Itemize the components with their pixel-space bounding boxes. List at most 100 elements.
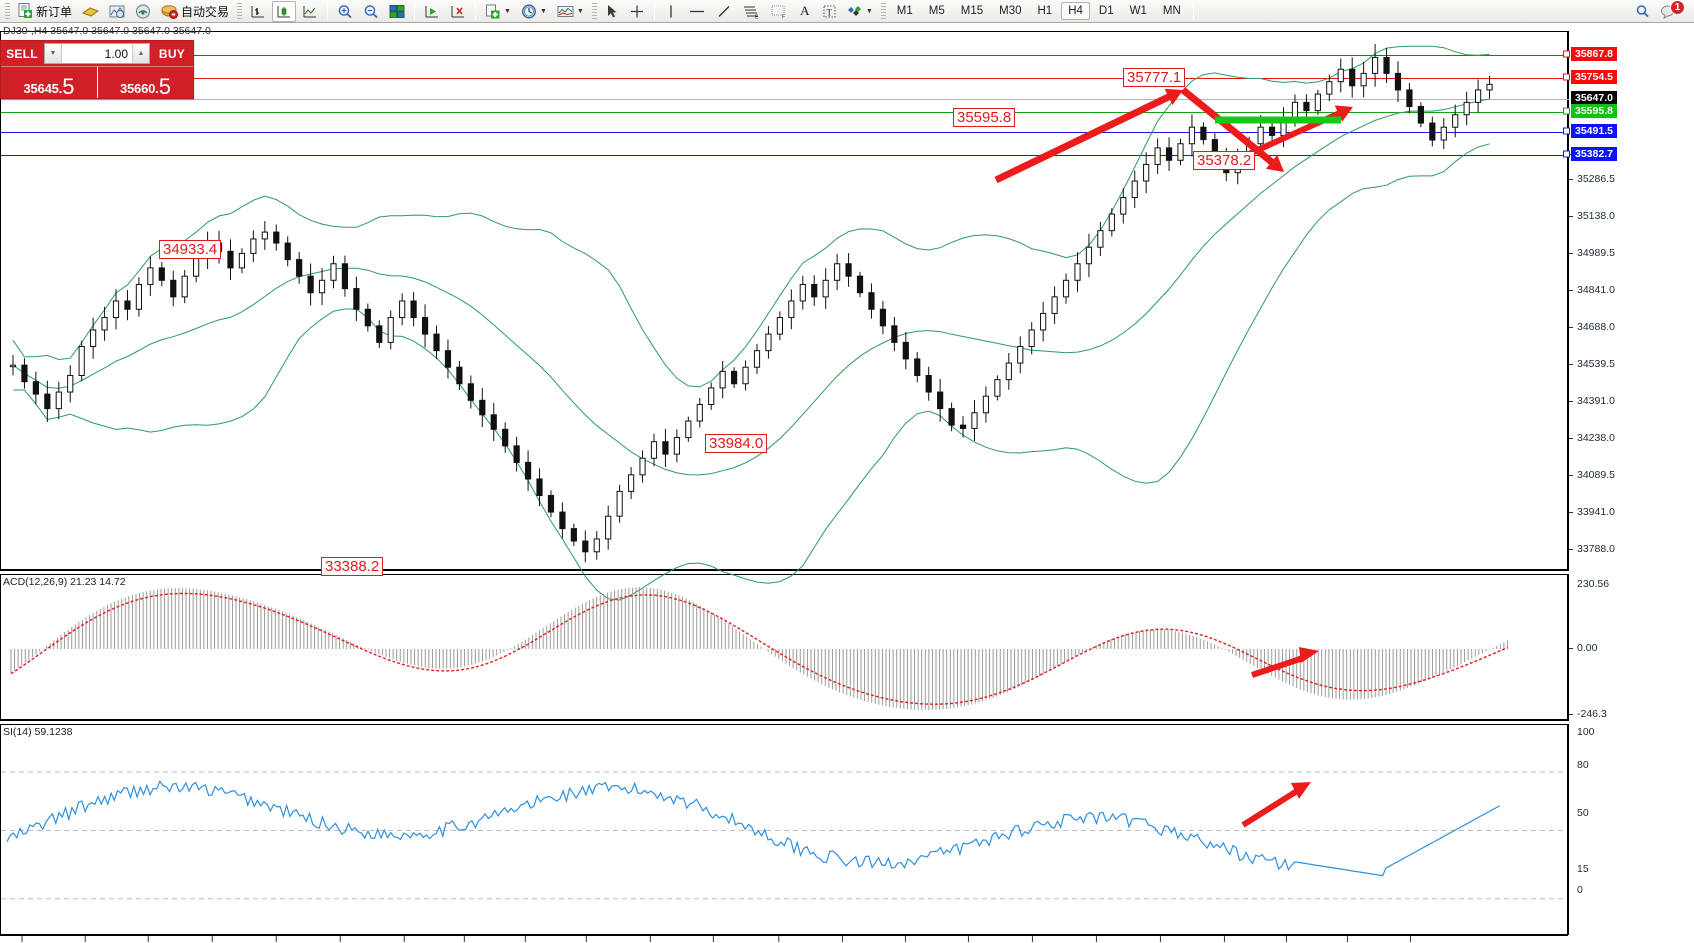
period-icon[interactable]: ▼ [517, 1, 551, 22]
timeframe-h1[interactable]: H1 [1037, 5, 1053, 17]
price-tag-35595[interactable]: 35595.8 [1571, 104, 1617, 118]
annotation-33984[interactable]: 33984.0 [705, 434, 768, 453]
timeframe-m30[interactable]: M30 [999, 5, 1022, 17]
toolbar-grip-3[interactable] [591, 2, 597, 20]
scroll-end-icon[interactable] [446, 1, 470, 22]
price-tick-33941-0: 33941.0 [1569, 506, 1615, 518]
annotation-33388[interactable]: 33388.2 [321, 557, 384, 576]
hline-resistance-upper[interactable] [1, 55, 1569, 56]
buy-button[interactable]: BUY [158, 46, 186, 61]
crosshair-icon[interactable] [625, 1, 649, 22]
main-toolbar: 新订单 [0, 0, 1694, 23]
price-scale[interactable]: 35439.535286.535138.034989.534841.034688… [1563, 31, 1694, 571]
add-indicator-icon[interactable]: ▼ [481, 1, 515, 22]
alerts-badge: 1 [1670, 0, 1685, 15]
line-chart-icon[interactable] [298, 1, 322, 22]
hline-support-green[interactable] [1, 112, 1569, 113]
timeframe-mn[interactable]: MN [1162, 5, 1181, 17]
alerts-icon[interactable]: 1 [1656, 0, 1689, 22]
chart-area[interactable]: DJ30-,H4 35647.0 35647.0 35647.0 35647.0… [0, 23, 1694, 943]
channel-icon[interactable]: F [766, 1, 792, 22]
chevron-down-icon-2[interactable]: ▼ [539, 7, 547, 15]
toolbar-separator-4 [653, 2, 655, 20]
handle-35382[interactable] [1563, 150, 1570, 158]
new-order-icon[interactable]: 新订单 [14, 1, 76, 22]
label-icon[interactable]: T [818, 1, 841, 22]
macd-panel[interactable]: ACD(12,26,9) 21.23 14.72 [0, 574, 1568, 721]
annotation-35777[interactable]: 35777.1 [1123, 68, 1186, 87]
rsi-tick-50: 50 [1577, 807, 1589, 819]
templates-icon[interactable] [105, 1, 129, 22]
svg-text:E: E [755, 14, 759, 19]
shapes-icon[interactable]: ▼ [843, 1, 877, 22]
svg-text:F: F [782, 14, 785, 19]
template-icon[interactable]: ▼ [553, 1, 588, 22]
timeframe-h4[interactable]: H4 [1061, 2, 1090, 20]
handle-35491[interactable] [1563, 127, 1570, 135]
rsi-scale: 100 80 50 15 0 [1568, 724, 1694, 935]
rsi-panel[interactable]: SI(14) 59.1238 [0, 724, 1568, 935]
price-tick-34841-0: 34841.0 [1569, 284, 1615, 296]
hline-icon[interactable] [684, 1, 710, 22]
volume-input[interactable]: 1.00 [104, 46, 128, 61]
toolbar-grip[interactable] [5, 2, 10, 20]
price-panel[interactable]: 35777.1 35595.8 35378.2 34933.4 33984.0 … [0, 31, 1569, 601]
macd-label: ACD(12,26,9) 21.23 14.72 [3, 576, 126, 588]
trendline-icon[interactable] [712, 1, 736, 22]
zoom-out-icon[interactable] [359, 1, 383, 22]
sell-price[interactable]: 35645 . 5 [1, 67, 97, 98]
timeframe-d1[interactable]: D1 [1098, 5, 1114, 17]
data-window-icon[interactable] [385, 1, 409, 22]
time-axis[interactable]: Sep 202121 Sep 16:0023 Sep 00:0024 Sep 0… [0, 935, 1568, 943]
handle-35595[interactable] [1563, 107, 1570, 115]
chevron-down-icon-3[interactable]: ▼ [576, 7, 584, 15]
price-tag-35382[interactable]: 35382.7 [1571, 147, 1617, 161]
indicators-icon[interactable] [78, 1, 103, 22]
buy-price[interactable]: 35660 . 5 [97, 67, 193, 98]
vline-icon[interactable] [660, 1, 682, 22]
macd-tick-n246-3: -246.3 [1569, 708, 1607, 720]
annotation-35378[interactable]: 35378.2 [1193, 151, 1256, 170]
timeframe-m15[interactable]: M15 [960, 5, 984, 17]
bar-chart-icon[interactable] [246, 1, 270, 22]
candle-chart-icon[interactable] [272, 0, 297, 22]
price-tick-35286-5: 35286.5 [1569, 173, 1615, 185]
handle-35867[interactable] [1563, 50, 1570, 58]
sell-price-last: 5 [62, 74, 75, 98]
chevron-down-icon[interactable]: ▼ [504, 7, 511, 15]
annotation-34933[interactable]: 34933.4 [159, 240, 222, 259]
chevron-down-icon-4[interactable]: ▼ [865, 7, 873, 15]
handle-35754[interactable] [1563, 73, 1570, 81]
annotation-35595[interactable]: 35595.8 [953, 108, 1016, 127]
text-icon[interactable]: A [800, 3, 810, 18]
timeframe-m5[interactable]: M5 [928, 5, 945, 17]
hline-support-upper[interactable] [1, 132, 1569, 133]
symbol-header: DJ30-,H4 35647.0 35647.0 35647.0 35647.0 [3, 25, 211, 37]
volume-stepper[interactable]: ▼ 1.00 ▲ [44, 43, 150, 64]
hline-resistance-lower[interactable] [1, 78, 1569, 79]
price-tick-35138-0: 35138.0 [1569, 210, 1615, 222]
fibo-icon[interactable]: E [738, 1, 764, 22]
sell-button[interactable]: SELL [6, 46, 38, 61]
price-tag-35867[interactable]: 35867.8 [1571, 47, 1617, 61]
timeframe-m1[interactable]: M1 [896, 5, 913, 17]
price-tick-34989-5: 34989.5 [1569, 247, 1615, 259]
volume-decrement-button[interactable]: ▼ [45, 44, 62, 63]
toolbar-grip-4[interactable] [880, 2, 886, 20]
one-click-trading-panel[interactable]: SELL ▼ 1.00 ▲ BUY 35645 . 5 35660 . 5 [0, 40, 194, 99]
cursor-icon[interactable] [601, 1, 623, 22]
search-icon[interactable] [1631, 1, 1654, 22]
scroll-start-icon[interactable] [420, 1, 444, 22]
volume-increment-button[interactable]: ▲ [132, 44, 149, 63]
zoom-in-icon[interactable] [333, 1, 357, 22]
toolbar-separator-2 [414, 2, 416, 20]
hline-support-lower[interactable] [1, 155, 1569, 156]
price-tag-35491[interactable]: 35491.5 [1571, 124, 1617, 138]
wifi-icon[interactable] [131, 1, 155, 22]
buy-price-last: 5 [158, 74, 172, 98]
price-tag-35754[interactable]: 35754.5 [1571, 70, 1617, 84]
toolbar-grip-2[interactable] [237, 2, 243, 20]
autotrade-icon[interactable]: 自动交易 [157, 1, 233, 22]
svg-text:T: T [826, 7, 832, 17]
timeframe-w1[interactable]: W1 [1129, 5, 1147, 17]
